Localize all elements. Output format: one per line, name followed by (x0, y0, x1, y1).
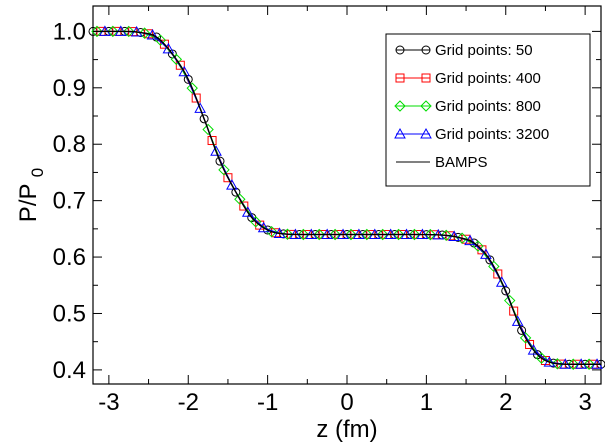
data-point (509, 306, 519, 316)
legend-marker (395, 45, 405, 55)
legend-item: BAMPS (396, 154, 488, 171)
data-point (257, 221, 270, 233)
legend-label: Grid points: 50 (435, 42, 533, 59)
legend-marker (394, 127, 406, 139)
data-point (175, 60, 185, 70)
data-point (408, 228, 421, 241)
y-tick-label: 0.5 (53, 300, 86, 327)
data-point (202, 123, 214, 136)
legend-label: Grid points: 3200 (435, 126, 549, 143)
y-tick-labels: 0.4 0.5 0.6 0.7 0.8 0.9 1.0 (53, 18, 86, 384)
data-point (191, 93, 201, 103)
x-tick-label: 0 (340, 389, 353, 416)
y-tick-label: 0.8 (53, 131, 86, 158)
x-axis-label: z (fm) (316, 416, 377, 443)
series-5 (93, 30, 601, 365)
data-point (527, 344, 540, 355)
x-tick-label: -3 (98, 389, 119, 416)
data-point (239, 201, 249, 211)
y-tick-label: 0.6 (53, 244, 86, 271)
data-point (519, 332, 532, 344)
legend-box (385, 33, 591, 187)
data-point (297, 228, 310, 241)
data-point (313, 228, 325, 241)
data-point (250, 216, 262, 228)
legend-label: Grid points: 400 (435, 70, 541, 87)
x-tick-label: -1 (257, 389, 278, 416)
data-point (218, 164, 230, 176)
data-point (456, 232, 468, 244)
data-point (440, 229, 452, 242)
data-point (501, 286, 511, 296)
x-tick-label: 2 (499, 389, 512, 416)
legend-item: Grid points: 800 (394, 98, 541, 115)
data-point (424, 228, 437, 241)
y-tick-label: 0.4 (53, 357, 86, 384)
legend-marker (421, 45, 431, 55)
data-point (535, 352, 548, 364)
data-point (91, 25, 103, 38)
data-point (488, 260, 500, 273)
data-point (223, 173, 233, 183)
x-tick-label: -2 (178, 389, 199, 416)
data-point (493, 269, 503, 279)
x-tick-label: 3 (578, 389, 591, 416)
y-tick-label: 0.7 (53, 188, 86, 215)
data-point (210, 145, 222, 156)
data-point (138, 27, 151, 39)
data-point (186, 82, 198, 94)
data-point (567, 358, 579, 370)
axis-ticks (93, 6, 601, 384)
data-point (162, 42, 175, 54)
data-point (392, 228, 405, 241)
data-point (551, 358, 564, 370)
series-layer (88, 25, 605, 370)
data-point (207, 136, 217, 146)
x-tick-labels: -3 -2 -1 0 1 2 3 (98, 389, 592, 416)
y-tick-label: 0.9 (53, 75, 86, 102)
data-point (480, 248, 492, 259)
data-point (226, 179, 238, 190)
data-point (170, 53, 183, 66)
data-point (281, 228, 294, 240)
legend-marker (395, 73, 405, 83)
legend-item: Grid points: 3200 (394, 126, 549, 143)
data-point (511, 315, 524, 326)
data-point (241, 206, 254, 217)
y-axis-label-main: P/P (15, 184, 42, 222)
legend-label: Grid points: 800 (435, 98, 541, 115)
data-point (361, 228, 373, 241)
legend-marker (420, 127, 432, 139)
legend-marker (394, 100, 406, 112)
data-point (194, 102, 207, 113)
legend-label: BAMPS (435, 154, 488, 171)
data-point (107, 25, 119, 38)
svg-text:P/P 0: P/P 0 (15, 168, 47, 222)
y-tick-label: 1.0 (53, 18, 86, 45)
x-tick-label: 1 (420, 389, 433, 416)
y-axis-label-subscript: 0 (28, 168, 47, 177)
data-point (234, 193, 246, 205)
series-line (93, 30, 601, 365)
data-point (377, 228, 389, 241)
legend-marker (421, 73, 431, 83)
data-point (178, 65, 191, 77)
data-point (345, 228, 357, 241)
data-point (123, 25, 135, 38)
legend-marker (420, 100, 432, 112)
legend-item: Grid points: 50 (395, 42, 533, 59)
data-point (583, 358, 595, 370)
data-point (517, 325, 527, 335)
data-point (329, 228, 341, 241)
data-point (215, 156, 225, 166)
data-point (504, 294, 516, 307)
y-axis-label: P/P 0 (15, 168, 47, 222)
data-point (495, 276, 508, 287)
data-point (199, 114, 209, 124)
legend-item: Grid points: 400 (395, 70, 541, 87)
legend: Grid points: 50 Grid points: 400 Grid poin… (385, 33, 591, 187)
